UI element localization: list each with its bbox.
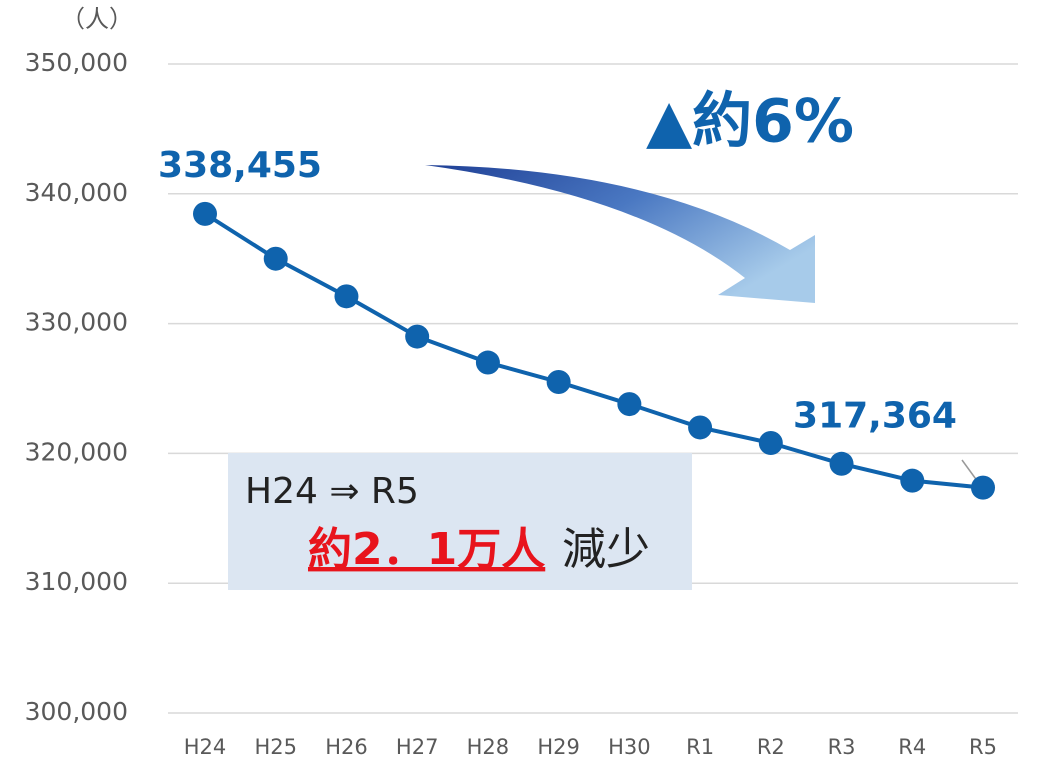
x-tick-label: H25 xyxy=(254,735,297,759)
x-tick-label: R5 xyxy=(969,735,997,759)
x-tick-label: H30 xyxy=(608,735,651,759)
data-label: 317,364 xyxy=(793,396,957,437)
data-point xyxy=(971,475,995,500)
data-point xyxy=(688,415,713,440)
x-tick-label: H28 xyxy=(467,735,510,759)
data-point xyxy=(546,370,571,395)
y-tick-label: 300,000 xyxy=(25,697,128,726)
data-point xyxy=(263,246,288,271)
y-tick-label: 340,000 xyxy=(25,178,128,207)
x-tick-label: R3 xyxy=(828,735,856,759)
data-point xyxy=(900,468,925,493)
decrease-amount: 約2．1万人 xyxy=(308,524,545,575)
leader-line xyxy=(961,459,979,483)
data-point xyxy=(829,451,854,476)
x-tick-label: H29 xyxy=(537,735,580,759)
x-tick-label: R4 xyxy=(898,735,926,759)
x-tick-label: R1 xyxy=(686,735,714,759)
x-tick-label: H24 xyxy=(184,735,227,759)
period: H24 ⇒ R5 xyxy=(245,471,419,512)
y-tick-label: 310,000 xyxy=(25,567,128,596)
y-unit: （人） xyxy=(61,5,133,33)
data-point xyxy=(758,431,783,456)
y-tick-label: 320,000 xyxy=(25,437,128,466)
y-tick-label: 350,000 xyxy=(25,48,128,77)
data-point xyxy=(193,201,217,226)
x-tick-label: H27 xyxy=(396,735,439,759)
data-point xyxy=(617,392,642,417)
x-tick-label: R2 xyxy=(757,735,785,759)
data-point xyxy=(334,284,359,309)
x-tick-label: H26 xyxy=(325,735,368,759)
decrease-word: 減少 xyxy=(562,524,650,575)
trend-arrow xyxy=(425,165,815,303)
y-tick-label: 330,000 xyxy=(25,308,128,337)
data-label: 338,455 xyxy=(158,145,322,186)
series-line xyxy=(203,212,984,490)
data-point xyxy=(475,350,500,375)
decline-rate: ▲約6% xyxy=(646,87,854,157)
data-point xyxy=(405,324,430,349)
note-box xyxy=(228,453,692,590)
